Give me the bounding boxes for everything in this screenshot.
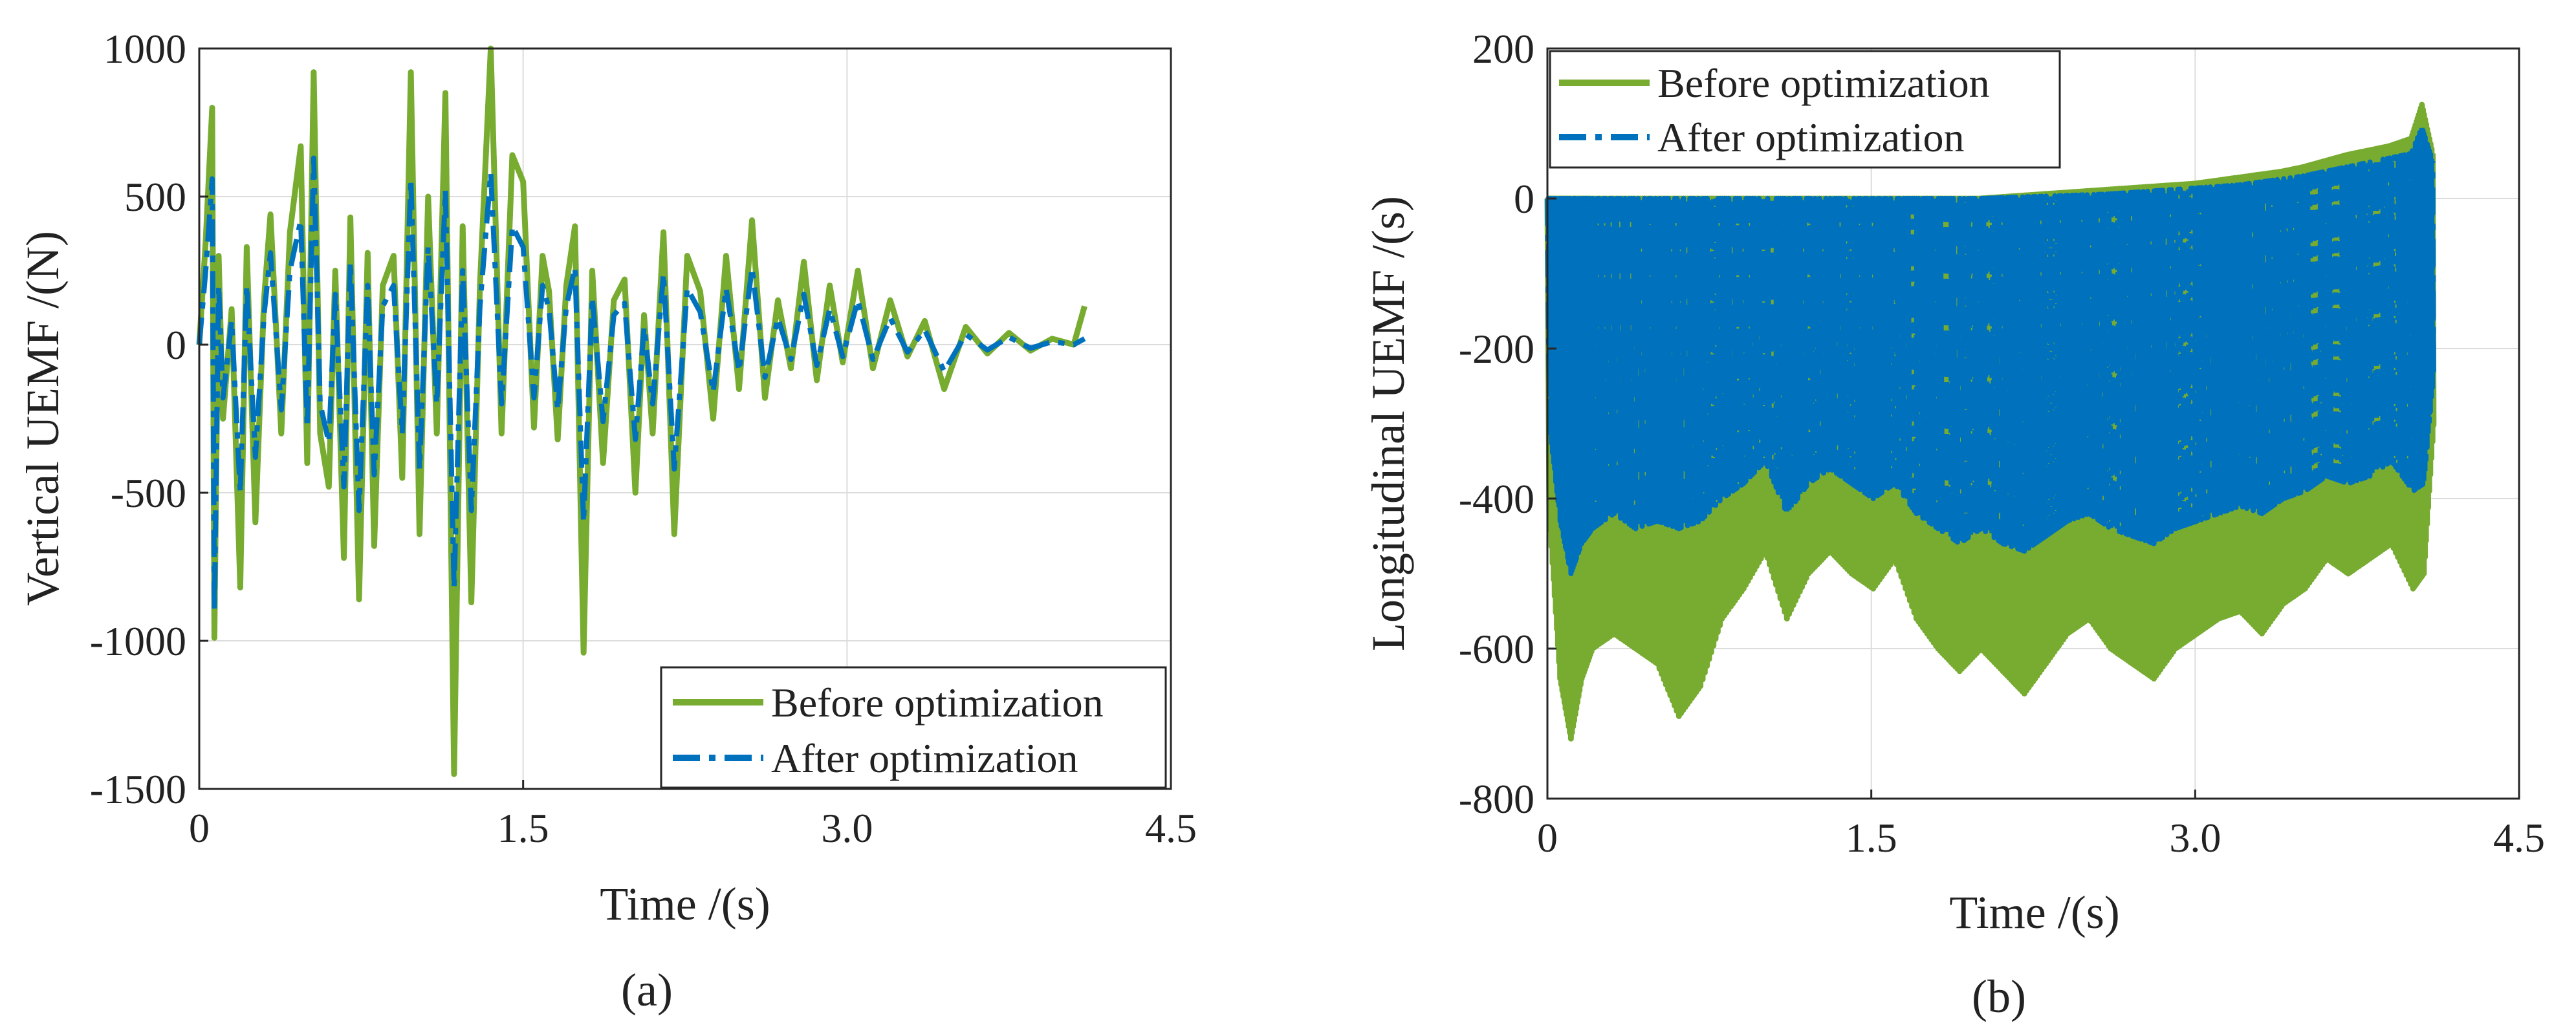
chart-b-legend-box — [1549, 50, 2061, 169]
chart-a-series-after-optimization — [197, 155, 1086, 614]
chart-a-xlabel: Time /(s) — [600, 878, 770, 930]
chart-b-ylabel: Longitudinal UEMF /(s) — [1362, 196, 1414, 651]
chart-a-legend-label-after: After optimization — [771, 735, 1078, 781]
chart-a-ytick-label: -500 — [111, 470, 186, 516]
chart-a-ylabel: Vertical UEMF /(N) — [17, 231, 69, 606]
chart-a-xtick-label: 3.0 — [821, 805, 873, 851]
chart-b-ytick-label: 200 — [1472, 26, 1534, 72]
chart-b-legend-label-before: Before optimization — [1657, 60, 1990, 106]
chart-a-xtick-label: 0 — [189, 805, 210, 851]
chart-a-xtick-label: 1.5 — [497, 805, 549, 851]
chart-a-legend: Before optimization After optimization — [660, 666, 1167, 789]
chart-a-ytick-label: 1000 — [104, 26, 186, 72]
chart-a-plot-frame — [198, 47, 1172, 790]
chart-a-legend-label-before: Before optimization — [771, 680, 1104, 726]
chart-a-ticks: 0 1.5 3.0 4.5 1000 500 0 -500 -1000 -1500 — [90, 26, 1197, 851]
chart-a-ytick-label: -1500 — [90, 766, 186, 812]
chart-b-xtick-label: 3.0 — [2169, 815, 2221, 861]
chart-a-series-before-optimization — [196, 45, 1087, 777]
chart-b-ytick-label: -800 — [1459, 776, 1534, 822]
chart-b-xtick-label: 4.5 — [2493, 815, 2545, 861]
chart-b-series-after-optimization — [1545, 124, 2436, 576]
chart-b: 0 1.5 3.0 4.5 200 0 -200 -400 -600 -800 Time /(s)… — [1362, 26, 2545, 1022]
chart-b-xtick-label: 0 — [1537, 815, 1558, 861]
chart-b-ytick-label: 0 — [1514, 176, 1534, 222]
chart-b-legend: Before optimization After optimization — [1549, 50, 2061, 169]
chart-a-ytick-label: -1000 — [90, 618, 186, 664]
chart-a-ytick-label: 0 — [166, 322, 186, 368]
chart-a: 0 1.5 3.0 4.5 1000 500 0 -500 -1000 -1500 Time /(… — [17, 26, 1197, 1016]
chart-a-legend-box — [660, 666, 1167, 789]
chart-b-plot-frame — [1546, 47, 2520, 800]
chart-b-ytick-label: -200 — [1459, 326, 1534, 372]
chart-b-ytick-label: -600 — [1459, 626, 1534, 672]
chart-b-series — [1544, 102, 2437, 742]
chart-a-xtick-label: 4.5 — [1145, 805, 1197, 851]
chart-a-ytick-label: 500 — [124, 174, 186, 220]
chart-b-ticks: 0 1.5 3.0 4.5 200 0 -200 -400 -600 -800 — [1459, 26, 2545, 861]
chart-b-xtick-label: 1.5 — [1846, 815, 1897, 861]
chart-b-xlabel: Time /(s) — [1949, 887, 2119, 938]
chart-b-legend-label-after: After optimization — [1657, 114, 1965, 160]
chart-b-panel-label: (b) — [1972, 971, 2026, 1022]
chart-a-series — [196, 45, 1087, 777]
chart-a-panel-label: (a) — [621, 964, 673, 1016]
chart-b-ytick-label: -400 — [1459, 476, 1534, 522]
